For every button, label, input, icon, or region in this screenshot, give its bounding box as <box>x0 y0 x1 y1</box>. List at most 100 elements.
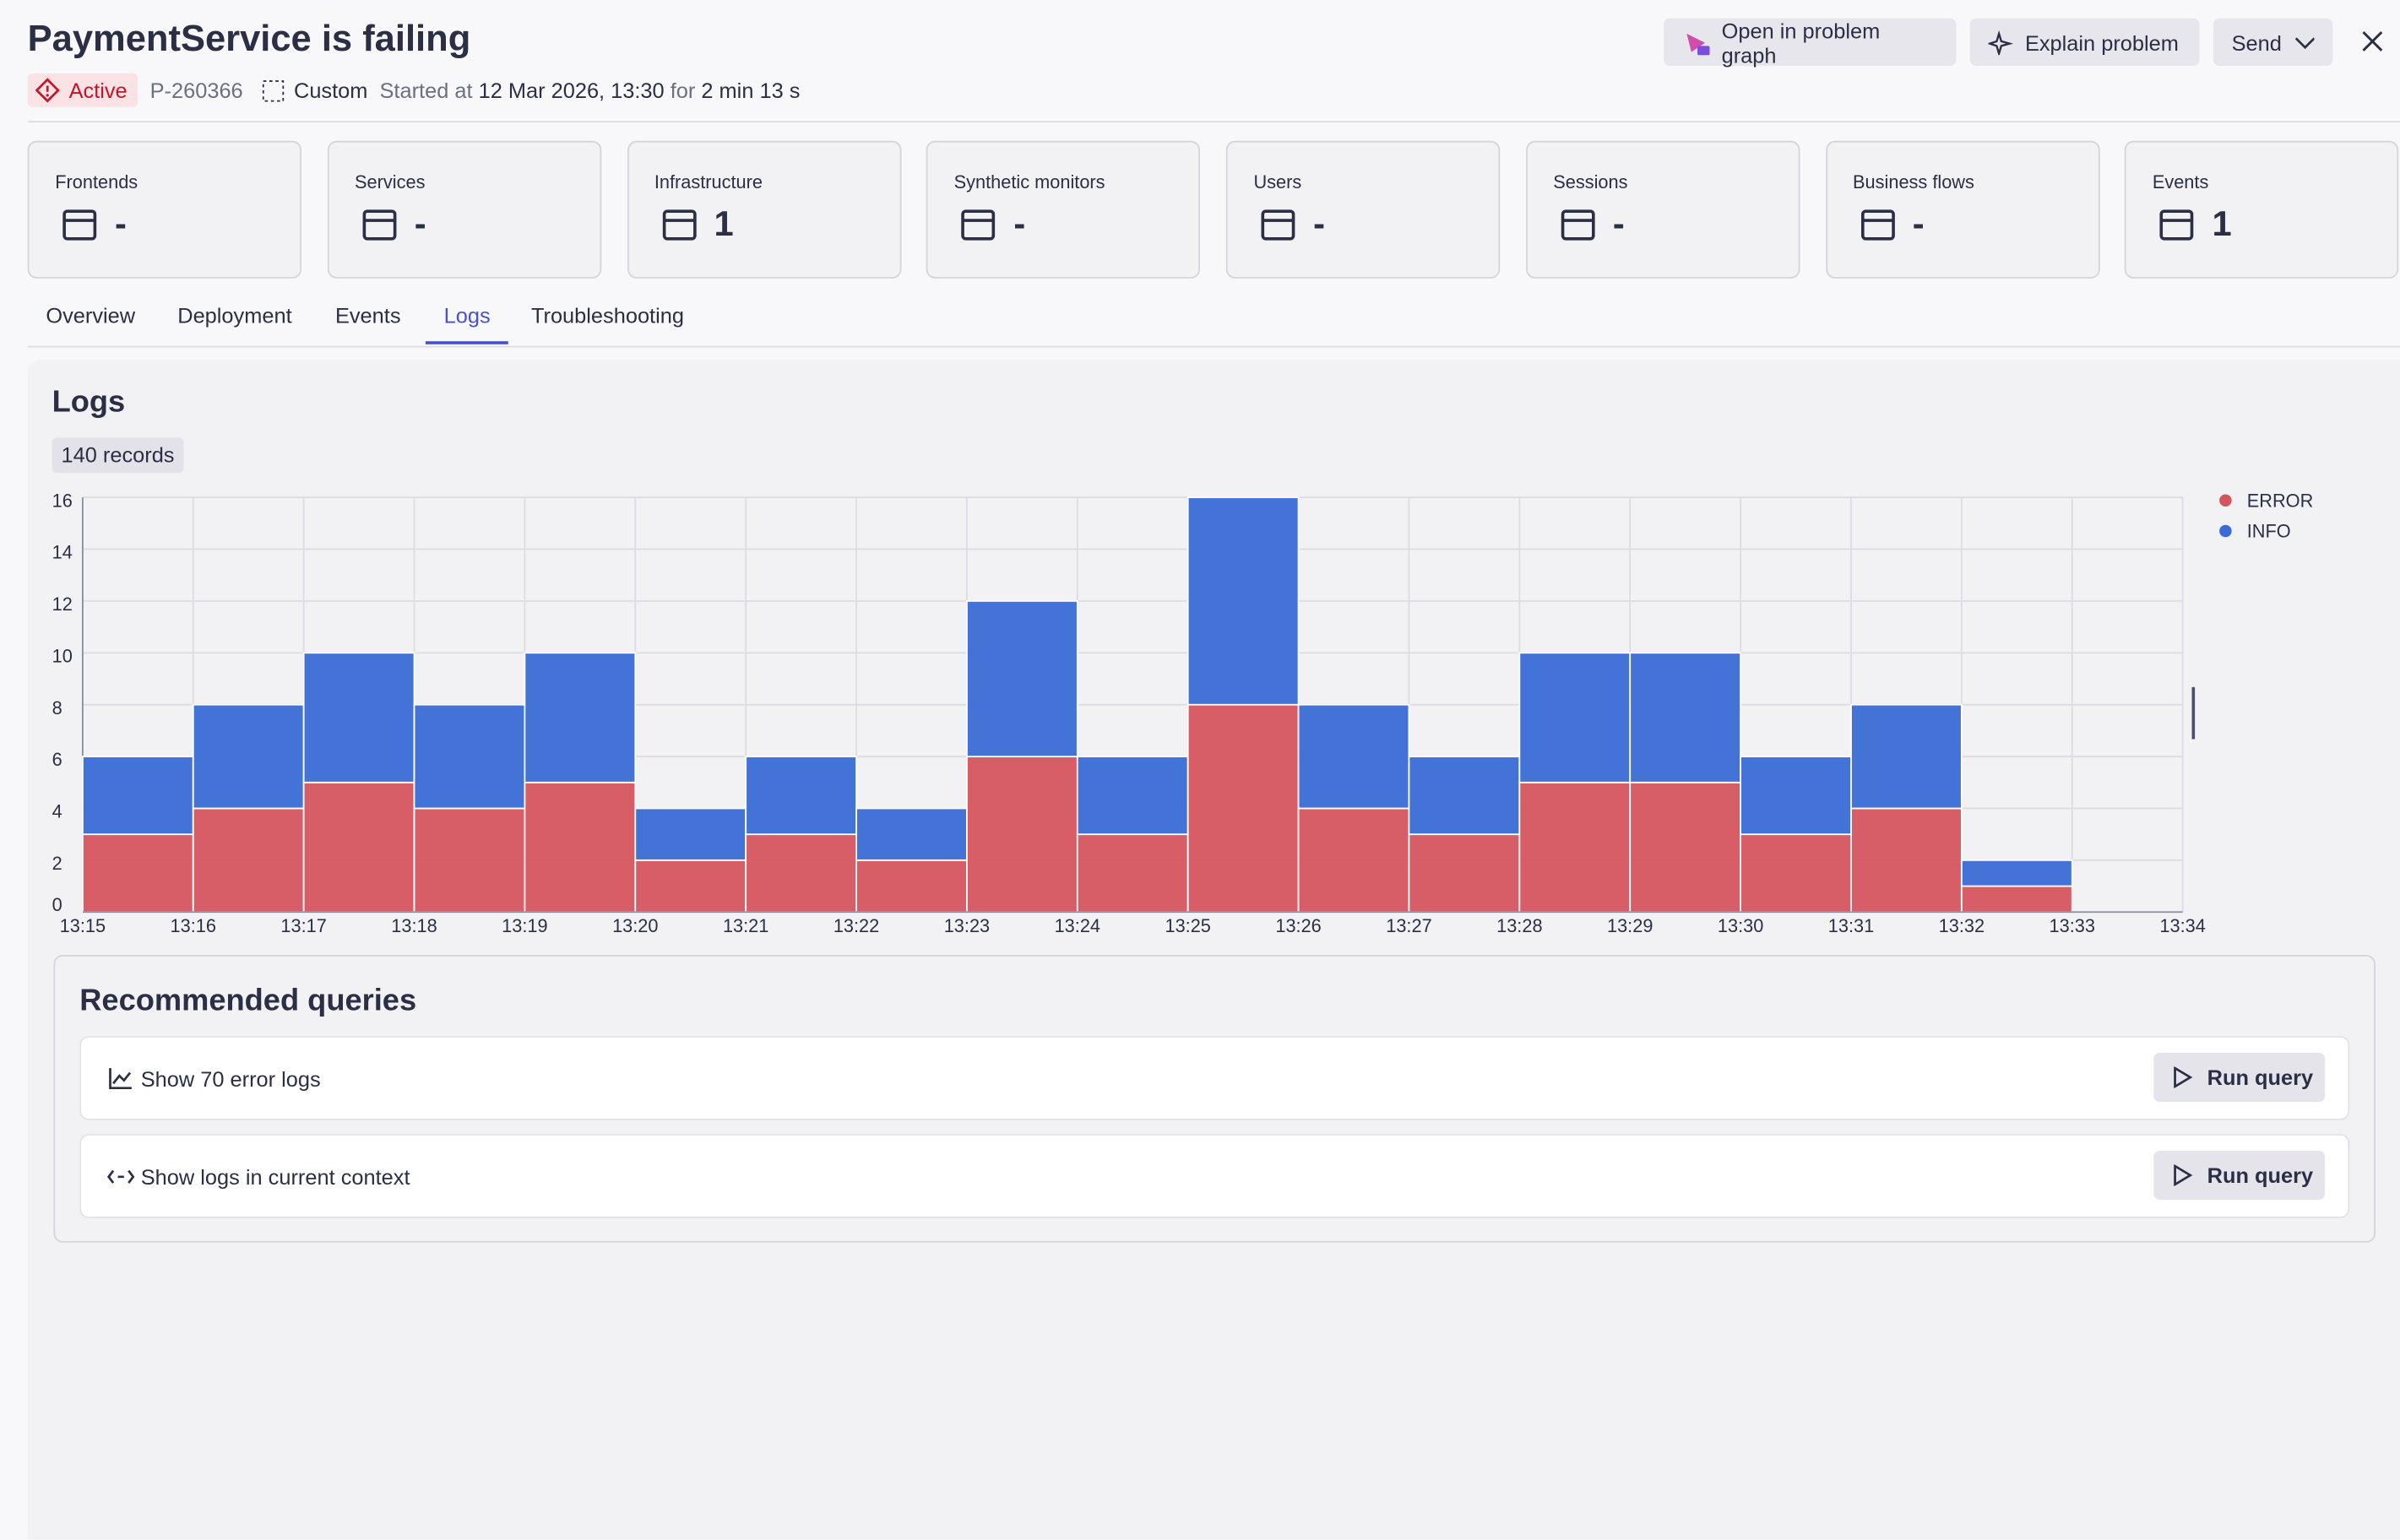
tab[interactable]: Overview <box>46 302 136 328</box>
bar <box>1186 496 1300 706</box>
card-icon <box>1561 209 1595 241</box>
run-query-button[interactable]: Run query <box>2153 1151 2326 1200</box>
title: PaymentService is failing <box>27 18 471 60</box>
scope-icon <box>262 80 285 102</box>
close-button[interactable] <box>2362 30 2383 52</box>
label: Explain problem <box>2024 30 2179 55</box>
icon-shape <box>2174 1164 2193 1186</box>
icon-shape <box>2174 1066 2193 1088</box>
query-label: Show logs in current context <box>140 1164 410 1190</box>
send-button[interactable]: Send <box>2213 18 2333 66</box>
x-tick-label: 13:25 <box>1165 915 1210 936</box>
separator <box>27 121 2400 122</box>
card: Infrastructure 1 <box>627 140 901 279</box>
y-tick-label: 6 <box>52 749 62 770</box>
legend-label: INFO <box>2247 521 2291 542</box>
card-label: Synthetic monitors <box>953 171 1105 193</box>
x-tick-label: 13:30 <box>1718 915 1763 936</box>
bar <box>1408 833 1521 914</box>
bar <box>1960 885 2073 914</box>
open-graph-button[interactable]: Open in problem graph <box>1664 17 1957 67</box>
y-tick-label: 4 <box>52 801 62 822</box>
bar <box>1850 807 1963 914</box>
card-label: Users <box>1253 171 1302 193</box>
x-tick-label: 13:19 <box>502 915 547 936</box>
graph-icon <box>1686 32 1710 55</box>
icon-shape <box>362 209 396 241</box>
tab[interactable]: Logs <box>425 303 509 344</box>
bar <box>1740 756 1852 836</box>
tab[interactable]: Troubleshooting <box>530 302 684 328</box>
card-value: - <box>1612 203 1625 244</box>
explain-button[interactable]: Explain problem <box>1969 18 2200 66</box>
card-value: - <box>1313 203 1326 244</box>
started-at: 12 Mar 2026, 13:30 <box>478 78 665 103</box>
card: Sessions - <box>1525 140 1800 279</box>
bar <box>1408 756 1521 836</box>
y-tick-label: 16 <box>52 490 73 511</box>
bar <box>1629 781 1742 914</box>
y-tick-label: 2 <box>52 853 62 874</box>
records-badge: 140 records <box>52 437 184 474</box>
bar <box>1076 756 1189 836</box>
label: Send <box>2231 30 2282 55</box>
legend-swatch <box>2219 494 2232 507</box>
card: Business flows - <box>1825 140 2099 279</box>
bar <box>966 599 1078 757</box>
card-icon <box>961 209 996 241</box>
bar <box>1629 652 1742 784</box>
label: Open in problem graph <box>1721 17 1881 67</box>
logs-title: Logs <box>52 385 126 420</box>
bar <box>192 703 305 810</box>
card-icon <box>1860 209 1894 241</box>
x-tick-label: 13:31 <box>1828 915 1874 936</box>
x-tick-label: 13:16 <box>171 915 216 936</box>
bar <box>1518 652 1632 784</box>
bar <box>966 756 1078 914</box>
y-tick-label: 8 <box>52 697 62 718</box>
bar <box>524 781 637 914</box>
card-icon <box>2159 209 2194 241</box>
card: Users - <box>1225 140 1501 279</box>
y-tick-label: 14 <box>52 542 73 563</box>
x-tick-label: 13:28 <box>1496 915 1542 936</box>
bar <box>1076 833 1189 914</box>
card-label: Events <box>2152 171 2209 193</box>
y-tick-label: 12 <box>52 594 73 615</box>
x-tick-label: 13:20 <box>612 915 658 936</box>
chevron <box>2294 36 2315 49</box>
bar <box>634 859 747 914</box>
x-tick-label: 13:33 <box>2050 915 2095 936</box>
card-value: 1 <box>2212 203 2232 244</box>
x-tick-label: 13:32 <box>1939 915 1985 936</box>
query-icon <box>106 1169 135 1184</box>
icon-shape <box>1261 209 1295 241</box>
card: Frontends - <box>27 140 302 279</box>
bar <box>192 807 305 914</box>
problem-id: P-260366 <box>149 78 243 103</box>
icon-shape <box>62 209 97 241</box>
tab[interactable]: Events <box>334 302 401 328</box>
card-value: 1 <box>714 203 734 244</box>
bar <box>855 807 968 861</box>
query-label: Show 70 error logs <box>140 1066 321 1092</box>
for-word: for <box>670 78 696 103</box>
sparkle-icon <box>1988 30 2013 55</box>
bar <box>302 781 415 914</box>
bar <box>855 859 968 914</box>
run-query-button[interactable]: Run query <box>2153 1053 2326 1102</box>
chart: 0 2 4 6 8 10 12 14 16 13:15 13:16 13:17 13:18 13:19 13… <box>52 490 2314 936</box>
x-tick-label: 13:34 <box>2159 915 2205 936</box>
query-icon <box>109 1068 132 1090</box>
x-tick-label: 13:18 <box>391 915 437 936</box>
tab[interactable]: Deployment <box>177 302 292 328</box>
bar <box>1960 859 2073 887</box>
query-row: Show 70 error logs Run query <box>79 1036 2350 1120</box>
icon-shape <box>109 1068 132 1090</box>
duration: 2 min 13 s <box>701 78 801 103</box>
bar <box>1186 703 1300 914</box>
bar <box>302 652 415 784</box>
x-tick-label: 13:29 <box>1607 915 1653 936</box>
